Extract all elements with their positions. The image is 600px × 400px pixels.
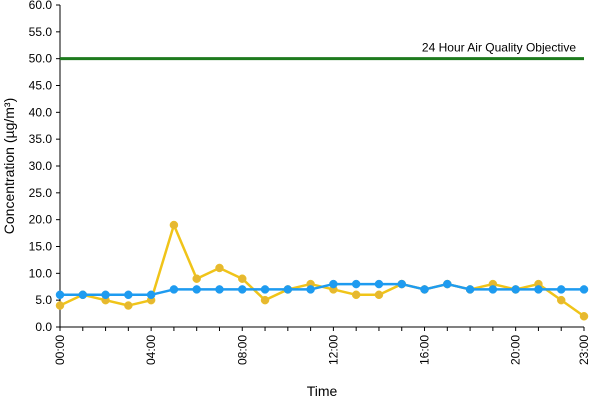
series-2-point [192,285,201,294]
y-tick-label: 30.0 [29,159,53,173]
y-tick-label: 25.0 [29,186,53,200]
series-1-point [169,220,179,230]
series-2-point [169,285,179,294]
series-2-point [351,279,361,289]
series-1-point [374,290,384,300]
x-tick-label: 00:00 [53,335,67,365]
series-1-point [556,295,566,305]
series-2-point [55,290,65,300]
series-2-point [78,290,88,300]
series-2-point [443,279,452,289]
series-1-point [192,274,201,283]
x-tick-label: 04:00 [144,335,158,365]
x-tick-label: 12:00 [326,335,340,365]
series-1-point [351,290,361,300]
series-2-point [579,285,589,294]
series-1-point [215,263,224,273]
y-tick-label: 15.0 [29,240,53,254]
objective-label: 24 Hour Air Quality Objective [422,41,576,55]
y-tick-label: 35.0 [29,132,53,146]
series-1 [55,220,589,321]
x-tick-label: 08:00 [235,335,249,365]
y-tick-label: 60.0 [29,0,53,12]
series-2 [55,279,589,300]
series-2-point [101,290,110,300]
x-tick-label: 20:00 [509,335,523,365]
y-tick-label: 5.0 [35,293,52,307]
series-layer [55,220,589,321]
series-2-point [397,279,406,289]
y-axis-title: Concentration (µg/m³) [1,98,17,234]
series-1-point [238,274,247,283]
series-2-point [146,290,156,300]
y-tick-label: 0.0 [35,320,52,334]
series-1-point [579,312,589,321]
series-2-point [488,285,498,294]
series-2-point [465,285,475,294]
series-2-point [556,285,566,294]
objective-group: 24 Hour Air Quality Objective [60,41,584,61]
y-tick-label: 10.0 [29,266,53,280]
series-2-point [329,279,338,289]
series-2-point [124,290,133,300]
series-2-point [260,285,270,294]
x-axis-title: Time [307,383,338,399]
series-1-point [260,295,270,305]
series-1-point [55,301,65,310]
x-tick-label: 23:00 [577,335,591,365]
series-2-point [306,285,315,294]
y-tick-label: 45.0 [29,79,53,93]
y-tick-label: 50.0 [29,52,53,66]
y-tick-label: 20.0 [29,213,53,227]
series-2-point [420,285,429,294]
x-tick-label: 16:00 [418,335,432,365]
series-2-point [215,285,224,294]
series-2-point [374,279,384,289]
series-2-point [511,285,520,294]
series-2-point [238,285,247,294]
x-ticks: 00:00 04:00 08:00 12:00 16:00 20:00 23:00 [53,327,591,365]
series-1-line [59,223,585,318]
series-2-point [534,285,543,294]
series-1-point [124,301,133,310]
y-tick-label: 55.0 [29,25,53,39]
series-2-line [60,282,584,297]
y-ticks: 0.0 5.0 10.0 15.0 20.0 25.0 30.0 35.0 40.0 45.0 50… [29,0,60,334]
series-2-point [283,285,293,294]
y-tick-label: 40.0 [29,105,53,119]
